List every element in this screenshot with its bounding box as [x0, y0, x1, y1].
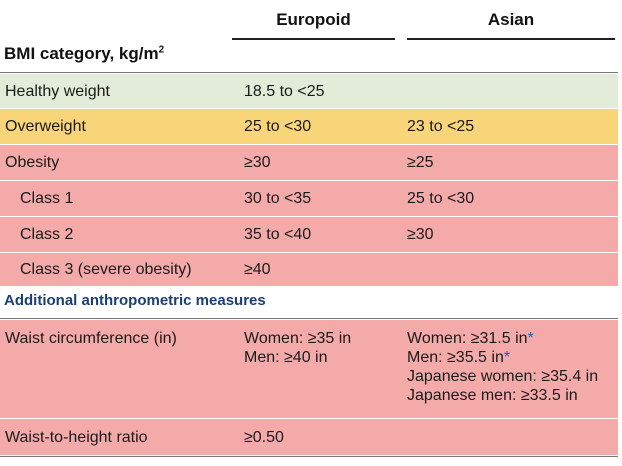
europoid-waist-women: Women: ≥35 in — [244, 330, 352, 347]
row-category: Waist-to-height ratio — [5, 429, 148, 446]
row-category: Class 1 — [20, 190, 74, 207]
bmi-section-superscript: 2 — [158, 44, 165, 56]
table-row-waist-circumference: Waist circumference (in) Women: ≥35 in M… — [0, 320, 618, 419]
europoid-waist-men: Men: ≥40 in — [244, 349, 328, 366]
asian-waist-men-text: Men: ≥35.5 in — [407, 349, 504, 366]
column-header-europoid: Europoid — [276, 10, 351, 29]
row-europoid-value: ≥40 — [244, 261, 271, 278]
asian-waist-women-footnote-marker: * — [527, 330, 534, 347]
table-row-obesity-class-1: Class 1 30 to <35 25 to <30 — [0, 181, 618, 217]
row-asian-value: 23 to <25 — [407, 118, 475, 135]
bmi-section-title: BMI category, kg/m2 — [4, 44, 164, 64]
table-row-obesity-class-2: Class 2 35 to <40 ≥30 — [0, 217, 618, 253]
row-europoid-value: ≥30 — [244, 154, 271, 171]
row-europoid-value: 25 to <30 — [244, 118, 312, 135]
europoid-waist-values: Women: ≥35 in Men: ≥40 in — [244, 329, 351, 367]
europoid-header-rule — [232, 38, 395, 40]
row-category: Class 2 — [20, 226, 74, 243]
row-europoid-value: ≥0.50 — [244, 429, 284, 446]
row-category: Obesity — [5, 154, 60, 171]
table-row-healthy-weight: Healthy weight 18.5 to <25 — [0, 74, 618, 109]
asian-header-rule — [407, 38, 615, 40]
bmi-section-title-text: BMI category, kg/m — [4, 44, 159, 63]
row-category: Healthy weight — [5, 83, 110, 100]
row-asian-value: ≥25 — [407, 154, 434, 171]
table-row-obesity: Obesity ≥30 ≥25 — [0, 145, 618, 181]
asian-waist-japanese-men: Japanese men: ≥33.5 in — [407, 387, 578, 404]
asian-waist-japanese-women: Japanese women: ≥35.4 in — [407, 368, 599, 385]
anthropometric-section-title: Additional anthropometric measures — [4, 292, 266, 309]
asian-waist-women-text: Women: ≥31.5 in — [407, 330, 528, 347]
asian-waist-values: Women: ≥31.5 in* Men: ≥35.5 in* Japanese… — [407, 329, 598, 405]
asian-waist-women: Women: ≥31.5 in* — [407, 329, 598, 348]
section-divider — [0, 318, 618, 319]
row-asian-value: ≥30 — [407, 226, 434, 243]
row-category: Class 3 (severe obesity) — [20, 261, 192, 278]
row-europoid-value: 18.5 to <25 — [244, 83, 325, 100]
column-header-asian: Asian — [487, 10, 535, 29]
row-europoid-value: 35 to <40 — [244, 226, 312, 243]
row-category: Waist circumference (in) — [5, 330, 177, 347]
asian-waist-men: Men: ≥35.5 in* — [407, 348, 598, 367]
table-row-overweight: Overweight 25 to <30 23 to <25 — [0, 109, 618, 145]
asian-waist-men-footnote-marker: * — [503, 349, 511, 366]
table-row-obesity-class-3: Class 3 (severe obesity) ≥40 — [0, 253, 618, 287]
row-category: Overweight — [5, 118, 86, 135]
table-bottom-rule — [0, 456, 618, 457]
row-europoid-value: 30 to <35 — [244, 190, 312, 207]
section-divider — [0, 72, 618, 73]
table-row-waist-to-height: Waist-to-height ratio ≥0.50 — [0, 419, 618, 456]
row-asian-value: 25 to <30 — [407, 190, 475, 207]
